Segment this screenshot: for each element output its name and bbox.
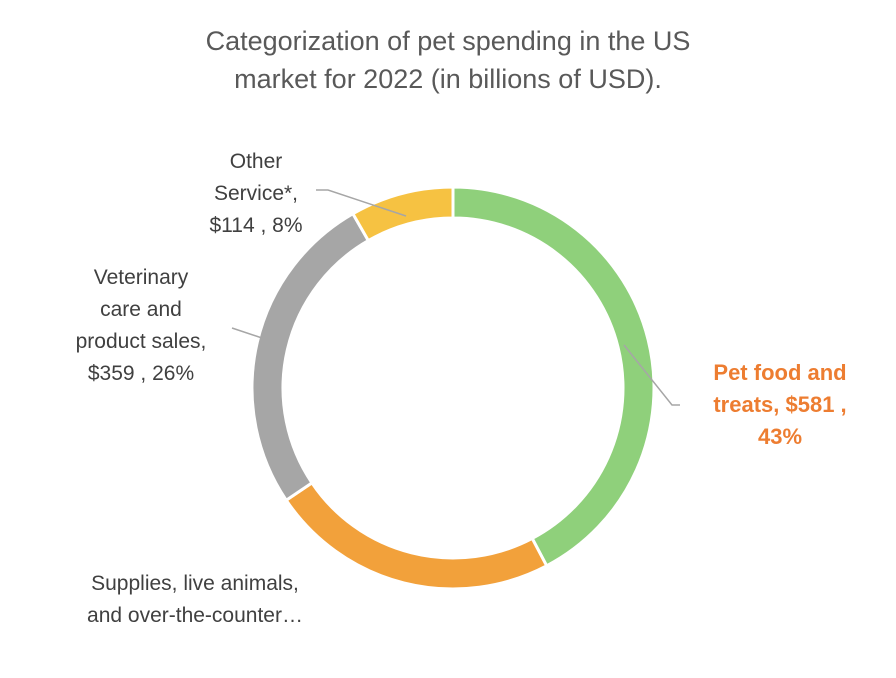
label-other-service: Other Service*, $114 , 8% [209, 150, 303, 237]
leader-other-service [316, 189, 407, 217]
chart-title-line-2: market for 2022 (in billions of USD). [234, 64, 662, 94]
slice-other-service [350, 185, 455, 243]
label-supplies: Supplies, live animals, and over-the-cou… [87, 572, 303, 627]
chart-title-line-1: Categorization of pet spending in the US [205, 26, 691, 56]
leader-pet-food [623, 344, 680, 406]
label-pet-food: Pet food and treats, $581 , 43% [713, 360, 847, 449]
label-veterinary: Veterinary care and product sales, $359 … [75, 266, 207, 385]
slice-pet-food [451, 185, 656, 568]
leader-veterinary [231, 327, 263, 339]
slice-veterinary [250, 211, 371, 503]
